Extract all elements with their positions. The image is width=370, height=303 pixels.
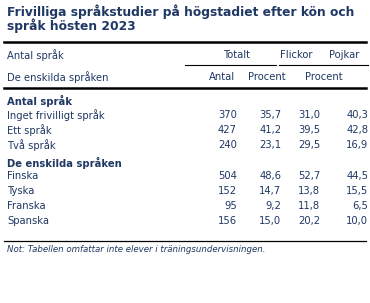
Text: Franska: Franska — [7, 201, 46, 211]
Text: 48,6: 48,6 — [259, 171, 281, 181]
Text: 15,0: 15,0 — [259, 216, 281, 226]
Text: 9,2: 9,2 — [265, 201, 281, 211]
Text: språk hösten 2023: språk hösten 2023 — [7, 18, 136, 32]
Text: 15,5: 15,5 — [346, 186, 368, 196]
Text: 13,8: 13,8 — [298, 186, 320, 196]
Text: De enskilda språken: De enskilda språken — [7, 157, 122, 169]
Text: 42,8: 42,8 — [346, 125, 368, 135]
Text: Not: Tabellen omfattar inte elever i träningsundervisningen.: Not: Tabellen omfattar inte elever i trä… — [7, 245, 266, 254]
Text: 29,5: 29,5 — [298, 140, 320, 150]
Text: 14,7: 14,7 — [259, 186, 281, 196]
Text: Två språk: Två språk — [7, 139, 56, 151]
Text: 44,5: 44,5 — [346, 171, 368, 181]
Text: 156: 156 — [218, 216, 237, 226]
Text: 95: 95 — [224, 201, 237, 211]
Text: 23,1: 23,1 — [259, 140, 281, 150]
Text: Antal: Antal — [209, 72, 235, 82]
Text: 240: 240 — [218, 140, 237, 150]
Text: 6,5: 6,5 — [352, 201, 368, 211]
Text: 16,9: 16,9 — [346, 140, 368, 150]
Text: Totalt: Totalt — [223, 50, 250, 60]
Text: 427: 427 — [218, 125, 237, 135]
Text: 10,0: 10,0 — [346, 216, 368, 226]
Text: 370: 370 — [218, 110, 237, 120]
Text: Procent: Procent — [305, 72, 343, 82]
Text: Finska: Finska — [7, 171, 38, 181]
Text: Spanska: Spanska — [7, 216, 50, 226]
Text: Ett språk: Ett språk — [7, 124, 52, 136]
Text: Pojkar: Pojkar — [329, 50, 359, 60]
Text: 35,7: 35,7 — [259, 110, 281, 120]
Text: Antal språk: Antal språk — [7, 49, 64, 61]
Text: Frivilliga språkstudier på högstadiet efter kön och: Frivilliga språkstudier på högstadiet ef… — [7, 4, 355, 18]
Text: 41,2: 41,2 — [259, 125, 281, 135]
Text: Antal språk: Antal språk — [7, 95, 73, 107]
Text: 39,5: 39,5 — [298, 125, 320, 135]
Text: Flickor: Flickor — [280, 50, 312, 60]
Text: 152: 152 — [218, 186, 237, 196]
Text: Procent: Procent — [248, 72, 285, 82]
Text: 20,2: 20,2 — [298, 216, 320, 226]
Text: Inget frivilligt språk: Inget frivilligt språk — [7, 109, 105, 121]
Text: De enskilda språken: De enskilda språken — [7, 71, 109, 83]
Text: 31,0: 31,0 — [298, 110, 320, 120]
Text: Tyska: Tyska — [7, 186, 35, 196]
Text: 40,3: 40,3 — [346, 110, 368, 120]
Text: 52,7: 52,7 — [298, 171, 320, 181]
Text: 504: 504 — [218, 171, 237, 181]
Text: 11,8: 11,8 — [298, 201, 320, 211]
